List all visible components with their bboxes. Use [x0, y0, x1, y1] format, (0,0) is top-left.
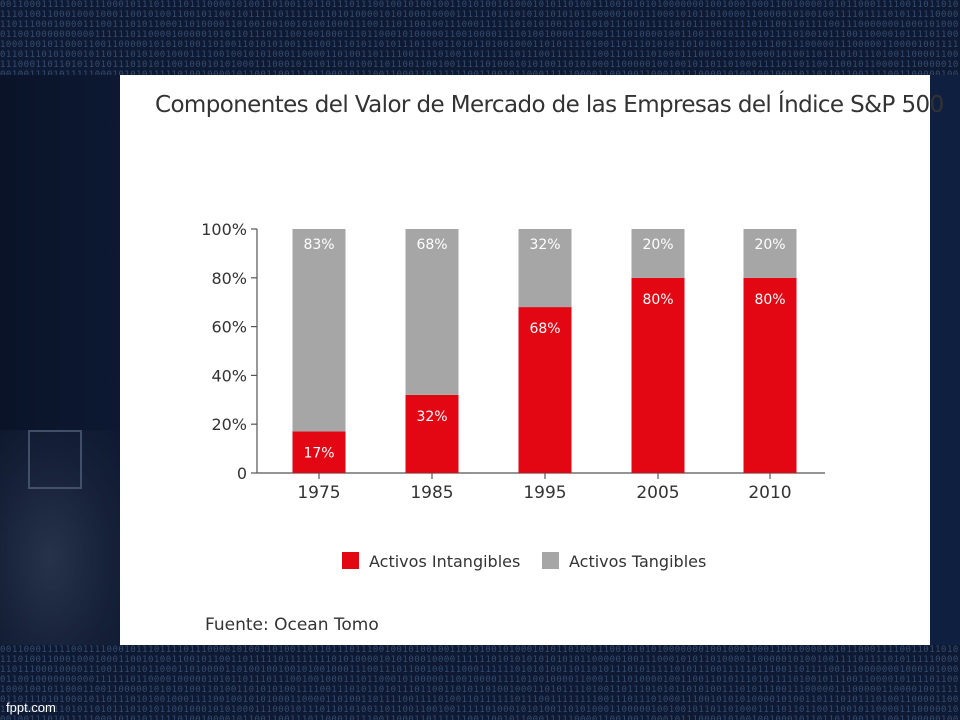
legend-label-tangible: Activos Tangibles	[569, 552, 706, 571]
y-tick-label: 100%	[201, 220, 247, 239]
bar-tangible-2010	[743, 229, 797, 278]
data-label-intangible: 80%	[754, 292, 785, 308]
bar-tangible-1995	[518, 229, 572, 308]
data-label-tangible: 20%	[642, 237, 673, 253]
legend-swatch-intangible	[342, 552, 359, 569]
legend-label-intangible: Activos Intangibles	[369, 552, 520, 571]
chart-title: Componentes del Valor de Mercado de las …	[155, 92, 944, 118]
data-label-tangible: 32%	[529, 237, 560, 253]
data-label-intangible: 68%	[529, 321, 560, 337]
y-tick-label: 60%	[211, 318, 247, 337]
data-label-intangible: 17%	[303, 446, 334, 462]
legend-swatch-tangible	[542, 552, 559, 569]
bar-intangible-2005	[631, 277, 685, 473]
bar-intangible-1995	[518, 307, 572, 473]
x-tick-label: 1975	[297, 483, 340, 503]
bar-tangible-1975	[292, 229, 346, 432]
stacked-bar-chart: 0 20% 40% 60% 80% 100% 83% 17% 1975 68% 32% 1985 32%…	[201, 220, 825, 571]
data-label-tangible: 83%	[303, 237, 334, 253]
y-tick-label: 20%	[211, 415, 247, 434]
data-label-intangible: 32%	[416, 409, 447, 425]
bar-intangible-1975	[292, 431, 346, 473]
x-tick-label: 1985	[410, 483, 453, 503]
data-label-tangible: 68%	[416, 237, 447, 253]
bar-intangible-1985	[405, 394, 459, 473]
data-label-intangible: 80%	[642, 292, 673, 308]
x-tick-label: 2010	[748, 483, 791, 503]
x-tick-label: 1995	[523, 483, 566, 503]
binary-pattern-top: 0011000111110011110001011101111011100001…	[0, 0, 959, 75]
hand-silhouette-decoration	[0, 430, 125, 645]
y-tick-label: 0	[237, 464, 247, 483]
square-frame-decoration	[28, 430, 82, 489]
bar-tangible-2005	[631, 229, 685, 278]
bar-intangible-2010	[743, 277, 797, 473]
source-note: Fuente: Ocean Tomo	[205, 615, 379, 635]
y-tick-label: 40%	[211, 366, 247, 385]
x-tick-label: 2005	[636, 483, 679, 503]
bar-tangible-1985	[405, 229, 459, 395]
binary-pattern-bottom: 0011000111110011110001011101111011100001…	[0, 645, 959, 720]
footer-brand: fppt.com	[6, 700, 56, 715]
data-label-tangible: 20%	[754, 237, 785, 253]
y-tick-label: 80%	[211, 269, 247, 288]
